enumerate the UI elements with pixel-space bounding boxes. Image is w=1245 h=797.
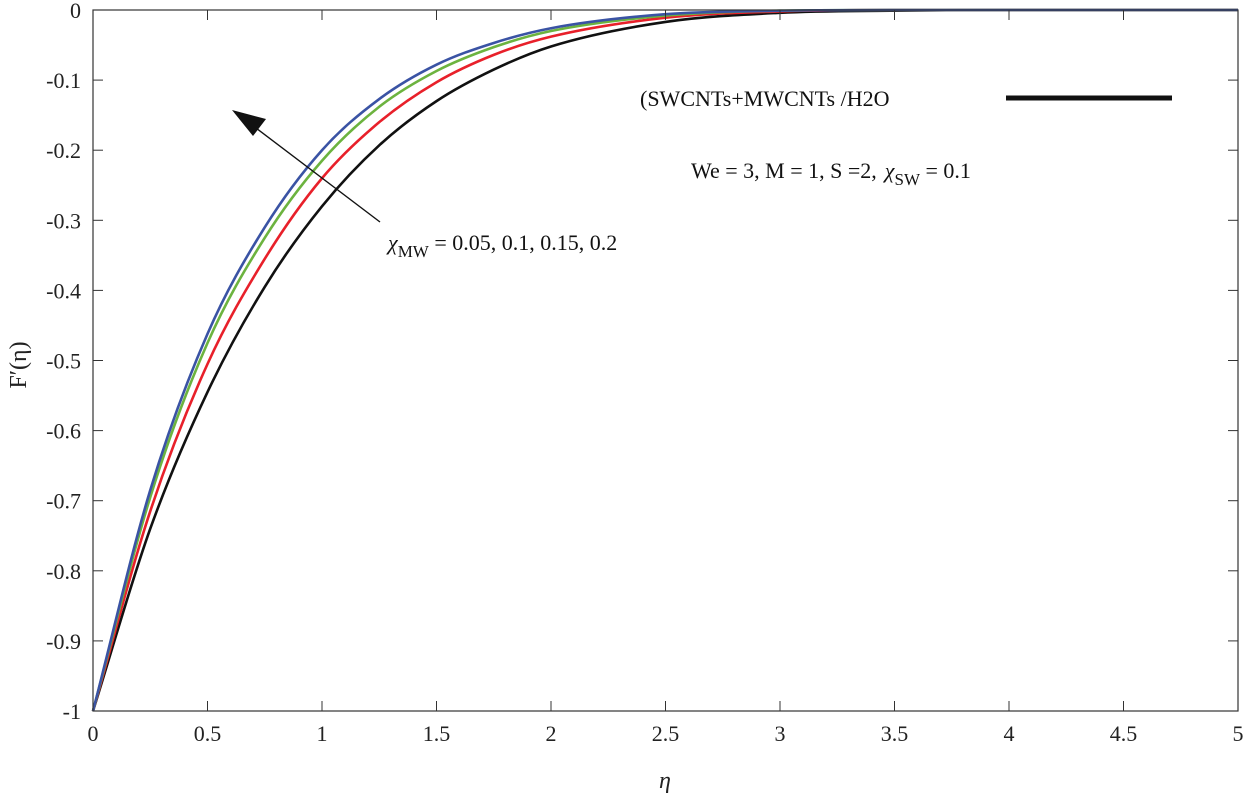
- y-tick-label: -0.8: [46, 559, 81, 584]
- arrow-text: = 0.05, 0.1, 0.15, 0.2: [429, 230, 617, 255]
- y-tick-label: -0.3: [46, 208, 81, 233]
- params-chi-symbol: χ: [883, 158, 896, 183]
- arrow-chi-symbol: χ: [386, 230, 399, 255]
- arrow-chi-sub: MW: [398, 242, 430, 261]
- x-tick-label: 4: [1004, 721, 1015, 746]
- x-tick-label: 0.5: [194, 721, 222, 746]
- y-tick-label: -1: [63, 699, 81, 724]
- x-tick-label: 2.5: [652, 721, 680, 746]
- plot-lines: [91, 8, 1238, 712]
- x-tick-label: 5: [1233, 721, 1244, 746]
- y-tick-label: -0.9: [46, 629, 81, 654]
- y-tick-label: -0.7: [46, 489, 81, 514]
- series-line-2: [91, 8, 1238, 712]
- params-chi-value: = 0.1: [920, 158, 971, 183]
- y-tick-label: 0: [70, 0, 81, 23]
- annotation-arrow-shaft: [251, 124, 381, 223]
- y-tick-label: -0.5: [46, 349, 81, 374]
- x-tick-label: 0: [88, 721, 99, 746]
- x-tick-label: 4.5: [1110, 721, 1138, 746]
- y-tick-label: -0.6: [46, 419, 81, 444]
- params-annotation: We = 3, M = 1, S =2, χSW = 0.1: [691, 158, 971, 189]
- plot-frame: [92, 9, 1239, 712]
- x-tick-label: 1.5: [423, 721, 451, 746]
- x-tick-label: 3.5: [881, 721, 909, 746]
- annotation-arrow-head: [232, 110, 266, 136]
- y-axis-label: F′(η): [6, 341, 32, 388]
- arrow-annotation: χMW = 0.05, 0.1, 0.15, 0.2: [386, 230, 617, 261]
- x-axis-label: η: [659, 768, 671, 794]
- series-line-4: [91, 8, 1238, 712]
- axis-ticks: 0 0.5 1 1.5 2 2.5 3 3.5 4 4.5 5 0 -0.1 -0.2 -0.3 -0.4 -0…: [46, 0, 1243, 746]
- y-tick-label: -0.2: [46, 138, 81, 163]
- series-line-1: [91, 8, 1238, 712]
- x-tick-label: 3: [775, 721, 786, 746]
- series-line-3: [91, 8, 1238, 712]
- params-main: We = 3, M = 1, S =2,: [691, 158, 877, 183]
- legend-text: (SWCNTs+MWCNTs /H2O: [640, 86, 890, 111]
- x-tick-label: 2: [546, 721, 557, 746]
- params-chi-sub: SW: [894, 170, 920, 189]
- y-tick-label: -0.4: [46, 278, 81, 303]
- x-tick-label: 1: [317, 721, 328, 746]
- y-tick-label: -0.1: [46, 68, 81, 93]
